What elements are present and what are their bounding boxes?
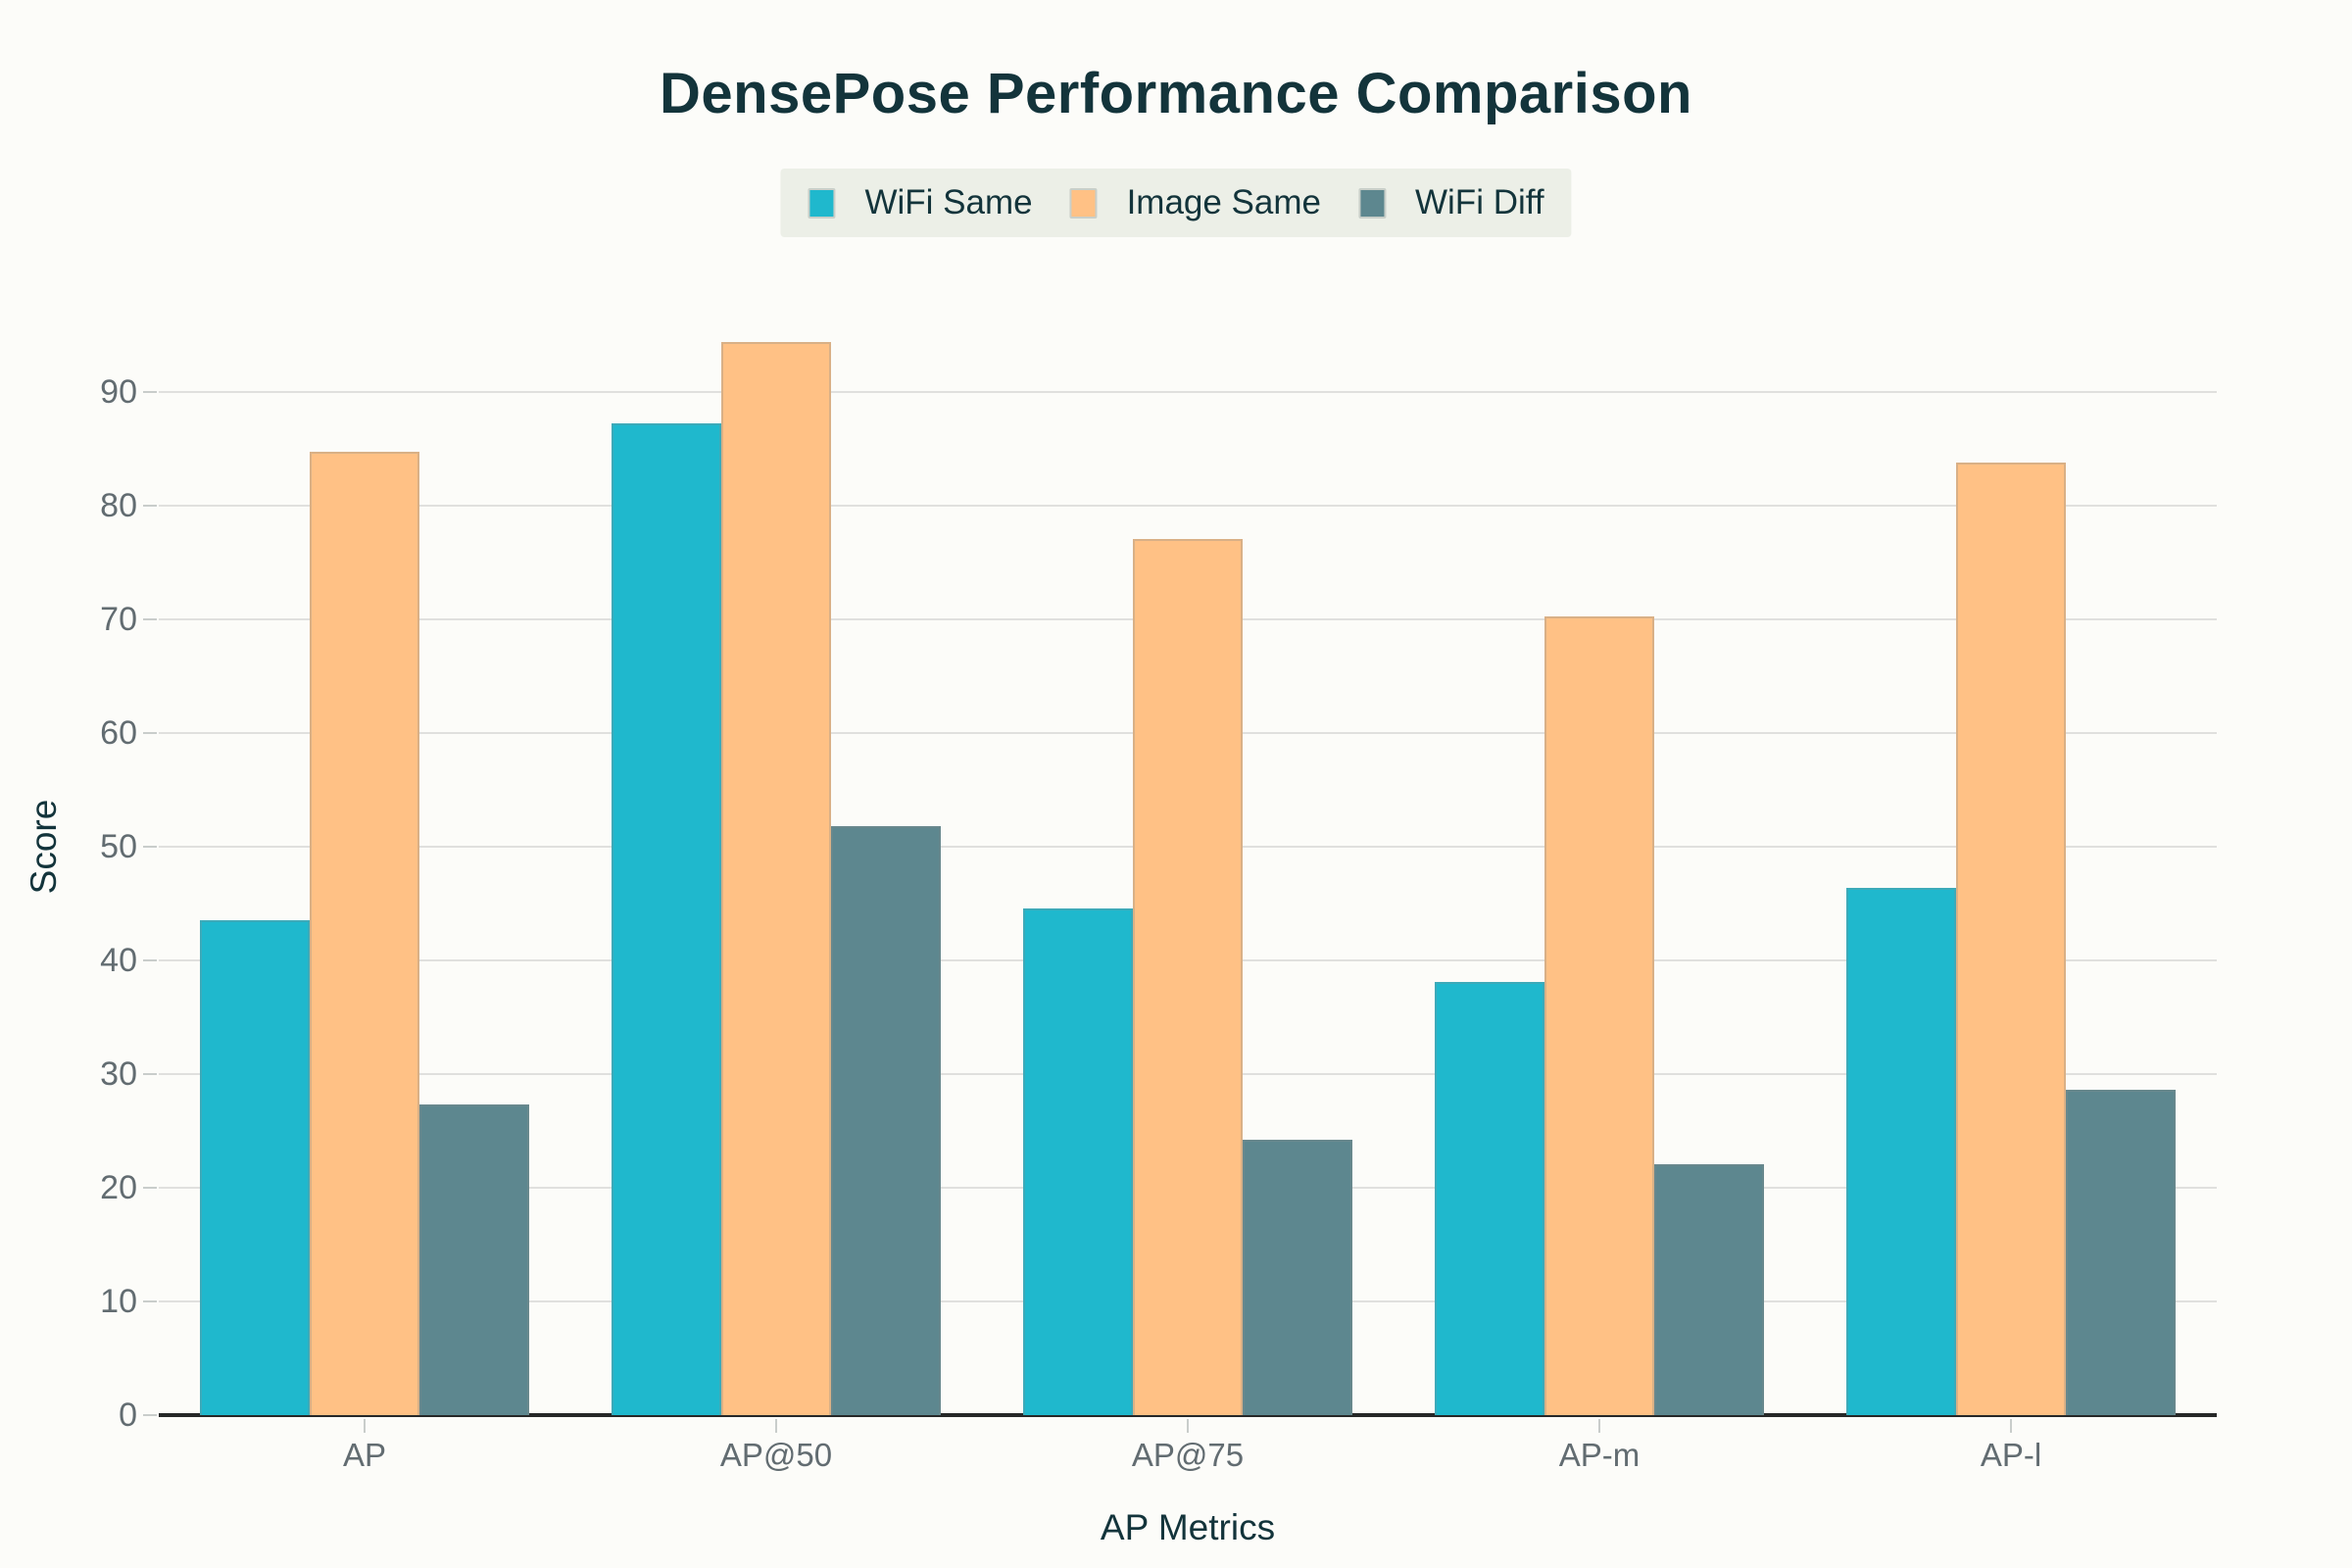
gridline-80: [159, 505, 2217, 507]
legend-item-wifi-diff[interactable]: WiFi Diff: [1358, 183, 1544, 222]
x-tick-ap: [364, 1419, 366, 1433]
bar-image-same-ap-l[interactable]: [1956, 462, 2066, 1415]
legend-label: WiFi Diff: [1415, 183, 1544, 221]
y-tick-30: [143, 1073, 157, 1075]
legend-label: WiFi Same: [864, 183, 1033, 221]
y-tick-20: [143, 1187, 157, 1189]
plot-area: 0 10 20 30 40 50 60 70 80 90 AP AP@50 AP@75 AP-m AP-l: [100, 278, 2217, 1473]
y-tick-90: [143, 391, 157, 393]
x-tick-label-ap@50: AP@50: [719, 1437, 833, 1473]
bar-wifi-same-ap[interactable]: [200, 920, 310, 1415]
y-tick-label-80: 80: [100, 487, 137, 524]
y-tick-0: [143, 1414, 157, 1416]
y-tick-80: [143, 505, 157, 507]
bar-wifi-same-ap@50[interactable]: [612, 423, 721, 1415]
bar-wifi-diff-ap-m[interactable]: [1654, 1163, 1764, 1415]
y-tick-label-90: 90: [100, 373, 137, 411]
y-tick-label-10: 10: [100, 1283, 137, 1320]
bar-image-same-ap[interactable]: [310, 452, 419, 1415]
y-tick-label-20: 20: [100, 1169, 137, 1206]
legend-label: Image Same: [1126, 183, 1321, 221]
x-tick-ap-m: [1598, 1419, 1600, 1433]
y-tick-50: [143, 846, 157, 848]
x-tick-ap@50: [775, 1419, 777, 1433]
legend: WiFi Same Image Same WiFi Diff: [780, 169, 1572, 237]
y-tick-label-0: 0: [119, 1396, 137, 1434]
legend-item-image-same[interactable]: Image Same: [1069, 183, 1321, 222]
bar-image-same-ap-m[interactable]: [1544, 615, 1654, 1415]
bar-image-same-ap@75[interactable]: [1133, 538, 1243, 1415]
x-axis-title: AP Metrics: [1100, 1507, 1276, 1547]
y-tick-60: [143, 732, 157, 734]
legend-swatch-wifi-same: [808, 187, 836, 219]
bar-wifi-diff-ap@75[interactable]: [1243, 1140, 1352, 1415]
x-axis-line: [159, 1413, 2217, 1417]
bar-wifi-same-ap-m[interactable]: [1435, 982, 1544, 1415]
y-tick-40: [143, 959, 157, 961]
x-tick-label-ap@75: AP@75: [1131, 1437, 1245, 1473]
x-tick-ap-l: [2010, 1419, 2012, 1433]
gridline-90: [159, 391, 2217, 393]
y-tick-label-30: 30: [100, 1055, 137, 1093]
y-tick-70: [143, 618, 157, 620]
y-tick-label-70: 70: [100, 601, 137, 638]
legend-swatch-wifi-diff: [1358, 187, 1386, 219]
y-tick-label-40: 40: [100, 942, 137, 979]
y-tick-label-60: 60: [100, 714, 137, 752]
x-tick-label-ap-l: AP-l: [1980, 1437, 2042, 1473]
bar-image-same-ap@50[interactable]: [721, 341, 831, 1415]
legend-item-wifi-same[interactable]: WiFi Same: [808, 183, 1033, 222]
legend-swatch-image-same: [1069, 187, 1098, 219]
chart-title: DensePose Performance Comparison: [660, 62, 1692, 125]
bar-wifi-same-ap@75[interactable]: [1023, 907, 1133, 1415]
bar-wifi-diff-ap[interactable]: [419, 1104, 529, 1415]
bar-wifi-diff-ap@50[interactable]: [831, 826, 941, 1415]
y-tick-label-50: 50: [100, 828, 137, 865]
bar-wifi-same-ap-l[interactable]: [1846, 887, 1956, 1415]
y-tick-10: [143, 1300, 157, 1302]
x-tick-ap@75: [1187, 1419, 1189, 1433]
x-tick-label-ap-m: AP-m: [1558, 1437, 1641, 1473]
bar-wifi-diff-ap-l[interactable]: [2066, 1090, 2176, 1415]
x-tick-label-ap: AP: [342, 1437, 387, 1473]
